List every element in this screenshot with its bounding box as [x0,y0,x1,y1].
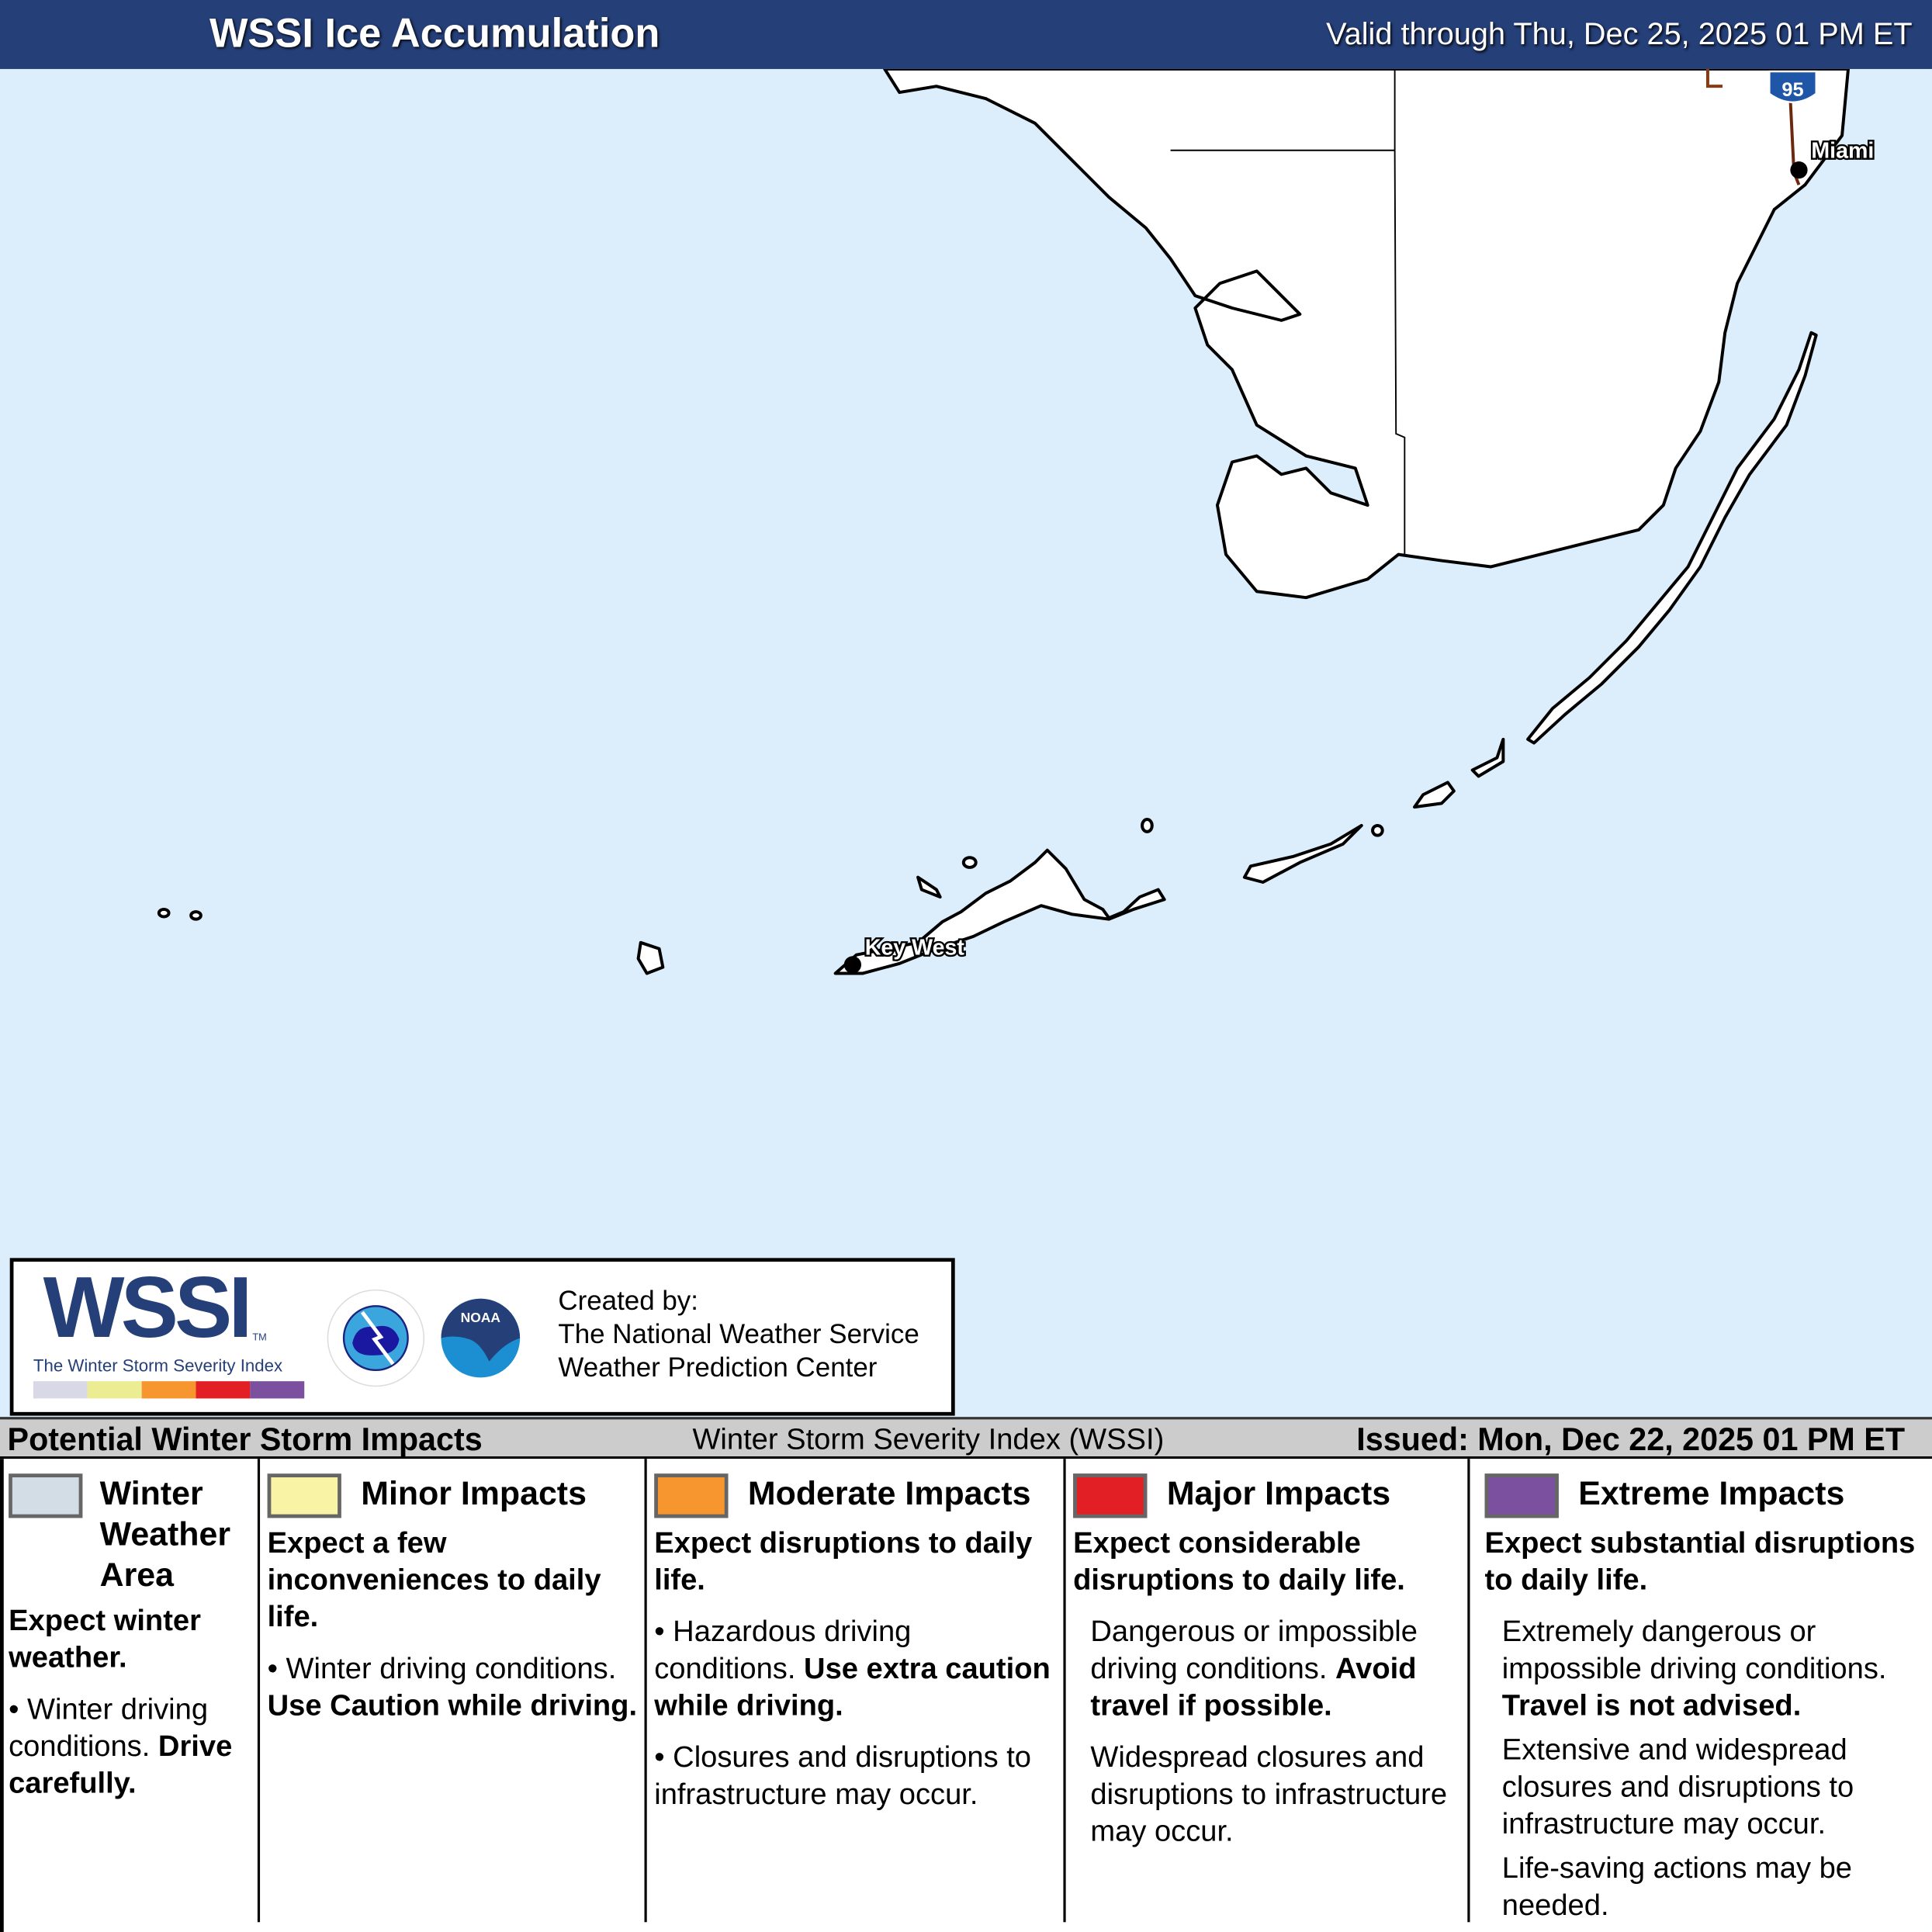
legend-text: • Winter driving conditions. Drive caref… [9,1692,233,1801]
miami-marker [1790,161,1808,179]
legend-text-2: • Closures and disruptions to infrastruc… [654,1740,1032,1812]
index-name: Winter Storm Severity Index (WSSI) [692,1423,1165,1457]
valid-through: Valid through Thu, Dec 25, 2025 01 PM ET [1326,17,1913,52]
legend-heading: Expect considerable disruptions to daily… [1073,1526,1405,1598]
created-by: Created by: The National Weather Service… [558,1284,919,1384]
legend-text-2: Widespread closures and disruptions to i… [1090,1740,1448,1848]
legend-major-impacts: Major Impacts Expect considerable disrup… [1066,1459,1470,1923]
legend-category: Extreme Impacts [1578,1474,1845,1512]
wssi-subtitle: The Winter Storm Severity Index [33,1355,283,1376]
legend-text: Dangerous or impossible driving conditio… [1090,1615,1418,1723]
impacts-title: Potential Winter Storm Impacts [7,1420,483,1458]
legend-heading: Expect a few inconveniences to daily lif… [267,1526,601,1634]
legend-heading: Expect substantial disruptions to daily … [1484,1526,1916,1598]
legend-swatch [1484,1473,1559,1518]
trademark: TM [252,1331,267,1343]
legend-swatch [1073,1473,1148,1518]
map: 95 Miami Key West [157,68,1876,975]
legend-text: Extremely dangerous or impossible drivin… [1501,1615,1887,1723]
legend-text: • Hazardous driving conditions. Use extr… [654,1615,1051,1723]
key-west-marker [843,956,862,974]
wssi-logo-row: WSSI TM [43,1259,267,1356]
svg-text:95: 95 [1781,79,1803,101]
legend-text: • Winter driving conditions. Use Caution… [267,1652,638,1723]
header: WSSI Ice Accumulation Valid through Thu,… [0,0,1932,69]
legend-category: Minor Impacts [361,1474,587,1512]
created-by-label: Created by: [558,1285,698,1316]
legend-moderate-impacts: Moderate Impacts Expect disruptions to d… [647,1459,1066,1923]
wssi-logo: WSSI [43,1259,253,1356]
legend-swatch [267,1473,341,1518]
interstate-95-shield: 95 [1768,70,1817,103]
credits-box: WSSI TM The Winter Storm Severity Index … [9,1258,955,1416]
nws-logo-icon [327,1289,425,1387]
city-label-miami: Miami [1811,138,1874,163]
legend-category: Moderate Impacts [747,1474,1031,1512]
legend-minor-impacts: Minor Impacts Expect a few inconvenience… [260,1459,647,1923]
impact-legend: Winter Weather Area Expect winter weathe… [0,1459,1932,1932]
map-title: WSSI Ice Accumulation [209,9,660,56]
county-line [1170,68,1406,555]
legend-extreme-impacts: Extreme Impacts Expect substantial disru… [1470,1459,1932,1922]
legend-category: Winter Weather Area [99,1474,231,1594]
legend-swatch [9,1473,83,1518]
legend-text-3: Life-saving actions may be needed. [1501,1851,1853,1923]
legend-heading: Expect winter weather. [9,1604,201,1675]
florida-keys [1526,331,1818,745]
issued-time: Issued: Mon, Dec 22, 2025 01 PM ET [1356,1420,1906,1458]
legend-swatch [654,1473,729,1518]
svg-text:NOAA: NOAA [461,1310,501,1325]
florida-mainland [883,68,1850,600]
legend-text-2: Extensive and widespread closures and di… [1501,1733,1854,1841]
legend-winter-weather-area: Winter Weather Area Expect winter weathe… [4,1459,261,1923]
legend-category: Major Impacts [1166,1474,1391,1512]
noaa-logo-icon: NOAA [432,1290,529,1387]
org-wpc: Weather Prediction Center [558,1352,878,1383]
city-label-key-west: Key West [865,936,965,961]
org-nws: The National Weather Service [558,1318,919,1349]
legend-heading: Expect disruptions to daily life. [654,1526,1033,1598]
wssi-color-bar [33,1381,305,1399]
impacts-bar: Potential Winter Storm Impacts Winter St… [0,1417,1932,1459]
